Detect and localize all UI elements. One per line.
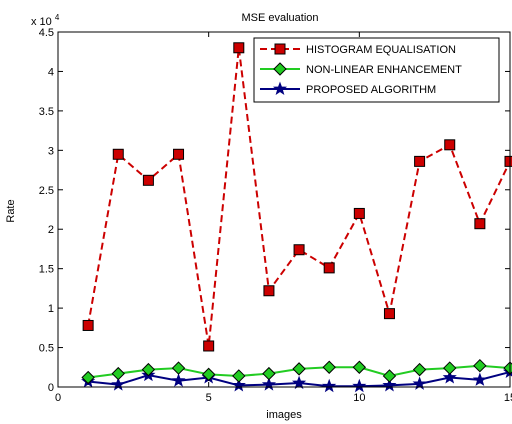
data-point-marker	[472, 372, 487, 386]
y-tick-label: 1.5	[39, 264, 54, 276]
x-tick-label: 5	[206, 392, 212, 404]
data-point-marker	[173, 148, 185, 160]
legend-marker-swatch	[272, 81, 288, 96]
data-point-marker	[112, 148, 124, 160]
data-point-marker	[352, 360, 367, 374]
legend: HISTOGRAM EQUALISATION NON-LINEAR ENHANCE…	[253, 37, 500, 103]
legend-items: HISTOGRAM EQUALISATION NON-LINEAR ENHANCE…	[260, 43, 462, 96]
data-point-marker	[263, 285, 275, 297]
data-point-marker	[444, 139, 456, 151]
legend-label: NON-LINEAR ENHANCEMENT	[306, 64, 462, 76]
data-point-marker	[201, 367, 216, 382]
series-group	[81, 358, 512, 385]
y-tick-label: 3.5	[39, 106, 54, 118]
data-point-marker	[412, 362, 427, 377]
legend-marker-swatch	[273, 62, 287, 76]
data-point-marker	[111, 366, 125, 381]
data-point-marker	[292, 362, 306, 376]
y-tick-label: 0	[48, 382, 54, 394]
legend-item: PROPOSED ALGORITHM	[260, 81, 436, 96]
y-multiplier-label: x 10 4	[31, 13, 60, 28]
data-point-marker	[414, 155, 426, 167]
plot-frame	[57, 31, 511, 388]
y-tick-label: 3	[48, 145, 54, 157]
data-point-marker	[383, 308, 395, 320]
axis-ticks: 0 5 10 15 0 0.5 1 1.5 2 2.5 3 3.5 4 4.5	[39, 27, 512, 404]
data-point-marker	[504, 155, 512, 167]
data-point-marker	[82, 319, 94, 331]
y-tick-label: 4.5	[39, 27, 54, 39]
y-tick-label: 1	[48, 303, 54, 315]
data-point-marker	[203, 340, 215, 352]
y-axis-label: Rate	[5, 199, 17, 222]
series-line	[87, 47, 511, 347]
data-point-marker	[81, 370, 95, 385]
y-tick-label: 2	[48, 224, 54, 236]
data-point-marker	[171, 373, 186, 387]
legend-label: PROPOSED ALGORITHM	[306, 84, 436, 96]
y-multiplier-base: x 10	[31, 16, 52, 28]
data-point-marker	[232, 369, 246, 383]
data-point-marker	[293, 244, 305, 256]
legend-label: HISTOGRAM EQUALISATION	[306, 44, 456, 56]
y-tick-label: 4	[48, 66, 54, 78]
x-tick-label: 15	[504, 392, 512, 404]
data-point-marker	[142, 174, 154, 186]
data-point-marker	[473, 358, 487, 373]
legend-marker-swatch	[274, 43, 286, 55]
data-point-marker	[231, 377, 246, 392]
y-multiplier-exponent: 4	[55, 13, 60, 22]
data-point-marker	[322, 378, 337, 393]
data-point-marker	[141, 362, 156, 377]
y-tick-label: 0.5	[39, 343, 54, 355]
x-tick-label: 0	[55, 392, 61, 404]
data-point-marker	[171, 361, 186, 375]
data-point-marker	[443, 361, 457, 375]
legend-item: NON-LINEAR ENHANCEMENT	[260, 62, 462, 76]
data-point-marker	[442, 370, 457, 384]
data-point-marker	[382, 369, 397, 383]
x-axis-label: images	[266, 409, 302, 421]
data-point-marker	[353, 207, 365, 219]
x-tick-label: 10	[353, 392, 365, 404]
y-tick-label: 2.5	[39, 185, 54, 197]
data-point-marker	[262, 366, 276, 381]
data-point-marker	[382, 377, 397, 392]
series-group	[82, 42, 512, 352]
data-point-marker	[352, 378, 367, 393]
series-layer	[81, 42, 512, 393]
legend-item: HISTOGRAM EQUALISATION	[260, 43, 456, 56]
data-point-marker	[474, 218, 486, 230]
data-point-marker	[323, 262, 335, 274]
data-point-marker	[322, 360, 336, 374]
data-point-marker	[233, 42, 245, 54]
chart-title: MSE evaluation	[241, 12, 318, 24]
data-point-marker	[412, 376, 427, 390]
data-point-marker	[291, 375, 307, 390]
